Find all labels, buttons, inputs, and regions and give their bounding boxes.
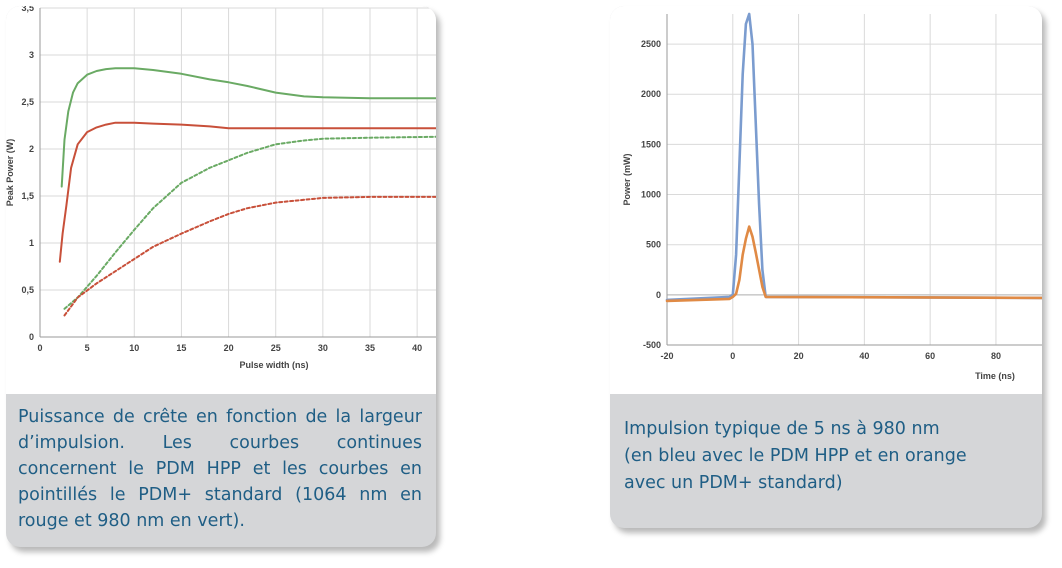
series-line-green-dashed xyxy=(63,135,436,310)
series-line-blue xyxy=(665,12,1042,302)
caption-peak-power: Puissance de crête en fonction de la lar… xyxy=(18,407,422,531)
y-axis-label: Peak Power (W) xyxy=(6,139,15,207)
x-tick-label: 10 xyxy=(129,343,139,353)
y-tick-label: 500 xyxy=(646,240,661,250)
y-tick-label: 3,5 xyxy=(21,6,34,13)
series-line-red-solid xyxy=(58,121,436,263)
x-tick-label: 15 xyxy=(176,343,186,353)
x-tick-label: 25 xyxy=(271,343,281,353)
y-tick-label: 0 xyxy=(656,290,661,300)
caption-pulse-line-2: (en bleu avec le PDM HPP et en orange xyxy=(624,446,967,466)
y-tick-label: -500 xyxy=(643,340,661,350)
y-tick-label: 0 xyxy=(29,332,34,342)
caption-pulse-line-3: avec un PDM+ standard) xyxy=(624,473,843,493)
y-tick-label: 1 xyxy=(29,238,34,248)
chart-area-peak-power: 0 0,5 1 1,5 2 2,5 3 3,5 0 5 10 15 20 25 30 35 40 Pulse wi… xyxy=(6,6,436,394)
caption-pulse: Impulsion typique de 5 ns à 980 nm (en b… xyxy=(610,394,1042,528)
x-tick-label: 20 xyxy=(224,343,234,353)
x-tick-label: 35 xyxy=(365,343,375,353)
peak-power-chart: 0 0,5 1 1,5 2 2,5 3 3,5 0 5 10 15 20 25 30 35 40 Pulse wi… xyxy=(6,6,436,370)
y-tick-label: 2,5 xyxy=(21,97,34,107)
x-tick-label: 5 xyxy=(85,343,90,353)
caption-pulse-line-1: Impulsion typique de 5 ns à 980 nm xyxy=(624,419,940,439)
x-tick-label: 60 xyxy=(925,351,935,361)
series-line-orange xyxy=(665,225,1042,303)
x-tick-label: 20 xyxy=(794,351,804,361)
y-tick-label: 1,5 xyxy=(21,191,34,201)
y-tick-label: 1500 xyxy=(641,139,661,149)
y-tick-label: 0,5 xyxy=(21,285,34,295)
chart-area-pulse: -500 0 500 1000 1500 2000 2500 -20 0 20 40 60 80 Time… xyxy=(610,6,1042,394)
y-tick-label: 3 xyxy=(29,50,34,60)
series-line-red-dashed xyxy=(63,195,436,317)
x-tick-label: 40 xyxy=(859,351,869,361)
y-tick-label: 2000 xyxy=(641,89,661,99)
y-tick-label: 1000 xyxy=(641,190,661,200)
y-tick-label: 2 xyxy=(29,144,34,154)
x-axis-label: Pulse width (ns) xyxy=(239,360,308,370)
pulse-chart: -500 0 500 1000 1500 2000 2500 -20 0 20 40 60 80 Time… xyxy=(622,12,1042,381)
series-line-green-solid xyxy=(60,67,436,188)
x-tick-label: 30 xyxy=(318,343,328,353)
y-tick-label: 2500 xyxy=(641,39,661,49)
x-tick-label: 0 xyxy=(37,343,42,353)
x-tick-label: -20 xyxy=(660,351,673,361)
y-axis-label: Power (mW) xyxy=(622,153,632,205)
x-axis-label: Time (ns) xyxy=(975,371,1015,381)
x-tick-label: 0 xyxy=(730,351,735,361)
x-tick-label: 40 xyxy=(412,343,422,353)
chart-card-peak-power: 0 0,5 1 1,5 2 2,5 3 3,5 0 5 10 15 20 25 30 35 40 Pulse wi… xyxy=(6,6,436,547)
chart-card-pulse: -500 0 500 1000 1500 2000 2500 -20 0 20 40 60 80 Time… xyxy=(610,6,1042,528)
x-tick-label: 80 xyxy=(991,351,1001,361)
